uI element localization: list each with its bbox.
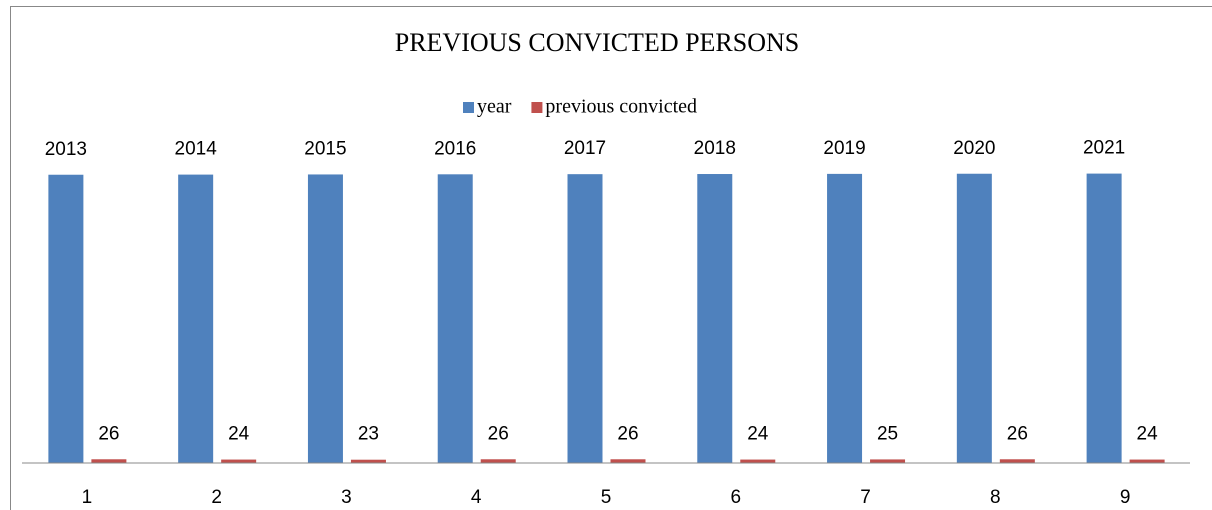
data-label: 23 [358, 424, 379, 445]
bar [697, 174, 733, 463]
bar [48, 174, 84, 463]
data-label: 26 [617, 423, 638, 444]
data-label: 2014 [175, 139, 218, 160]
bar [567, 174, 603, 464]
bar [437, 174, 473, 463]
data-label: 24 [747, 424, 769, 445]
legend-label: previous convicted [545, 96, 697, 118]
bar [178, 174, 214, 463]
data-label: 26 [488, 423, 509, 444]
bar [350, 459, 386, 463]
legend-swatch [531, 102, 543, 113]
bar [956, 173, 992, 463]
data-label: 2019 [823, 138, 865, 159]
data-label: 2015 [304, 138, 346, 159]
x-tick-label: 1 [82, 487, 93, 508]
bar [610, 459, 646, 463]
data-label: 2017 [564, 138, 606, 159]
bar [870, 459, 906, 463]
x-tick-label: 9 [1120, 487, 1131, 508]
bar [1086, 173, 1122, 463]
data-label: 26 [98, 423, 119, 444]
x-tick-label: 7 [860, 487, 871, 508]
data-label: 2013 [45, 139, 87, 160]
data-label: 2016 [434, 138, 476, 159]
bar [91, 459, 127, 463]
bar [1129, 459, 1165, 463]
legend-swatch [463, 102, 474, 113]
bar [740, 459, 776, 463]
bar [480, 459, 516, 463]
bar [221, 459, 257, 463]
data-label: 26 [1007, 423, 1028, 444]
legend-label: year [477, 96, 512, 118]
x-tick-label: 4 [471, 487, 482, 508]
data-label: 2018 [694, 138, 736, 159]
data-label: 2021 [1083, 138, 1125, 159]
x-tick-label: 3 [341, 487, 352, 508]
data-label: 2020 [953, 138, 995, 159]
data-label: 24 [1137, 424, 1159, 445]
x-tick-label: 6 [730, 487, 741, 508]
x-tick-label: 8 [990, 487, 1001, 508]
x-tick-label: 5 [601, 487, 612, 508]
bar [307, 174, 343, 463]
bar [827, 173, 863, 463]
bar [999, 459, 1035, 463]
data-label: 25 [877, 423, 898, 444]
x-tick-label: 2 [211, 487, 222, 508]
data-label: 24 [228, 424, 250, 445]
chart-title: PREVIOUS CONVICTED PERSONS [395, 28, 800, 57]
